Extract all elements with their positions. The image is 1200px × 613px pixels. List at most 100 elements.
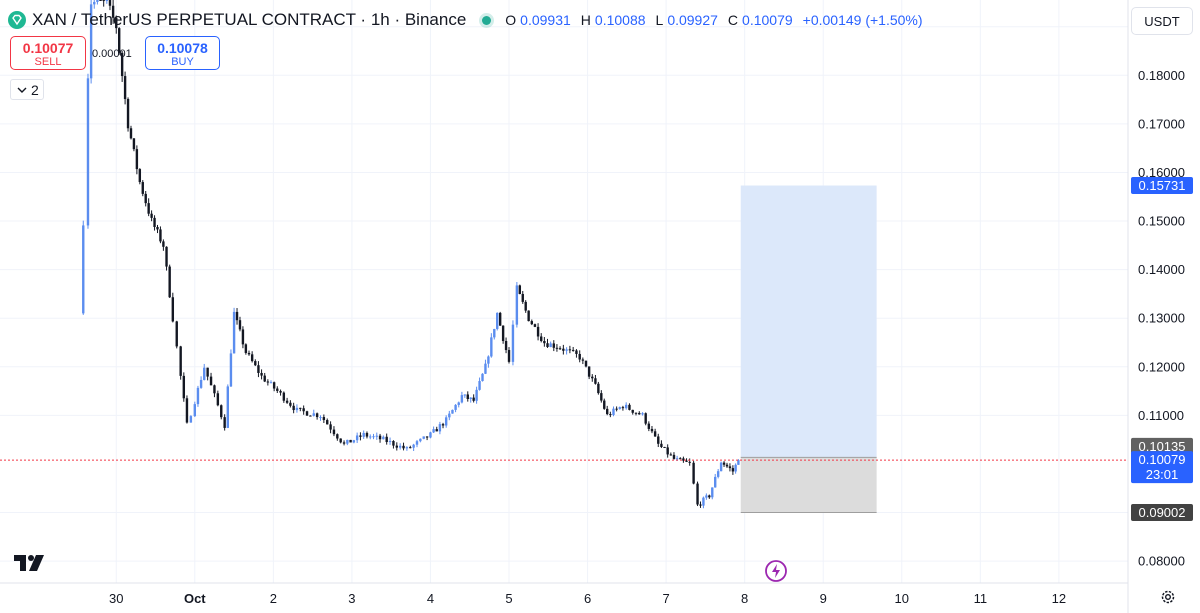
candle-body [226, 386, 229, 428]
candle-body [562, 348, 565, 351]
candle-body [362, 432, 365, 437]
candle-body [196, 387, 200, 405]
candle-body [209, 376, 213, 386]
candle-body [702, 497, 705, 506]
candle-body [682, 458, 685, 461]
candle-body [558, 348, 562, 350]
candle-body [490, 337, 493, 357]
candle-body [581, 359, 585, 361]
candle-body [653, 431, 657, 437]
candle-body [182, 375, 186, 399]
candle-body [638, 412, 641, 415]
candle-body [365, 432, 369, 437]
candle-body [369, 436, 372, 438]
candle-body [129, 128, 133, 139]
sell-button[interactable]: 0.10077 SELL [10, 36, 86, 70]
candle-body [696, 483, 699, 505]
candle-body [266, 381, 270, 383]
candle-body [685, 460, 688, 462]
current-price-label-bg [1131, 451, 1193, 484]
candle-body [96, 0, 99, 2]
settings-gear-icon[interactable] [1160, 589, 1176, 605]
candle-body [165, 246, 168, 267]
candle-body [647, 423, 651, 429]
candle-body [232, 311, 236, 354]
low-label: L [655, 12, 664, 28]
candle-body [147, 203, 150, 214]
long-position-tool[interactable] [740, 185, 877, 513]
candle-body [722, 462, 726, 465]
candle-body [299, 407, 302, 409]
time-tick-label: 11 [974, 591, 988, 606]
price-tick-label: 0.18000 [1138, 68, 1185, 83]
candle-body [530, 321, 533, 325]
time-tick-label: 30 [109, 591, 123, 606]
candle-body [99, 0, 102, 1]
chart-header: XAN / TetherUS PERPETUAL CONTRACT · 1h ·… [8, 8, 923, 32]
high-label: H [580, 12, 591, 28]
price-tick-label: 0.13000 [1138, 311, 1185, 326]
candle-body [102, 0, 105, 2]
time-tick-label: 12 [1052, 591, 1066, 606]
candle-body [657, 436, 660, 444]
candle-body [322, 417, 326, 421]
candle-body [660, 443, 663, 447]
candle-body [591, 376, 594, 379]
candle-body [460, 395, 464, 403]
candle-body [435, 429, 438, 432]
loss-zone[interactable] [740, 457, 877, 513]
high-value: 0.10088 [594, 12, 646, 28]
candle-body [118, 28, 121, 53]
price-axis[interactable]: 0.190000.180000.170000.160000.150000.140… [1138, 19, 1185, 568]
price-tick-label: 0.16000 [1138, 165, 1185, 180]
lightning-icon[interactable] [764, 559, 788, 583]
candle-body [302, 408, 305, 412]
candle-body [549, 343, 552, 348]
buy-button[interactable]: 0.10078 BUY [145, 36, 220, 70]
time-tick-label: 4 [427, 591, 434, 606]
open-value: 0.09931 [520, 12, 571, 28]
market-status-dot [482, 15, 492, 25]
candle-body [419, 438, 422, 442]
time-tick-label: 3 [348, 591, 355, 606]
stop-price-label-text: 0.09002 [1139, 505, 1186, 520]
candle-body [263, 375, 266, 382]
candle-body [644, 413, 647, 424]
time-axis[interactable]: 30 Oct 2 3 4 5 6 7 8 9 10 11 12 [109, 591, 1066, 606]
candle-body [568, 349, 572, 351]
candle-body [375, 435, 378, 437]
tradingview-logo-icon[interactable] [14, 553, 48, 573]
candle-body [315, 413, 319, 418]
indicators-toggle[interactable]: 2 [10, 79, 44, 100]
candle-body [359, 435, 362, 437]
candle-body [725, 464, 729, 467]
candle-body [336, 434, 339, 439]
candle-body [432, 429, 435, 433]
candle-body [378, 435, 382, 440]
time-tick-label: 6 [584, 591, 591, 606]
candle-body [216, 393, 220, 406]
candle-body [254, 361, 257, 366]
candle-body [603, 400, 606, 409]
profit-zone[interactable] [740, 185, 877, 458]
candle-body [521, 293, 524, 302]
candle-body [501, 325, 505, 342]
buy-price: 0.10078 [157, 40, 208, 56]
candle-body [641, 413, 644, 415]
candle-body [238, 320, 242, 330]
symbol-title[interactable]: XAN / TetherUS PERPETUAL CONTRACT · 1h ·… [32, 10, 467, 29]
candle-body [355, 435, 359, 441]
currency-button[interactable]: USDT [1131, 7, 1193, 35]
price-tick-label: 0.08000 [1138, 554, 1185, 569]
candle-body [507, 350, 511, 362]
candle-body [571, 349, 575, 351]
candle-body [395, 445, 398, 448]
candle-body [719, 462, 723, 472]
candle-body [349, 439, 352, 443]
candle-body [175, 321, 178, 347]
target-price-label-bg [1131, 177, 1193, 195]
price-tick-label: 0.14000 [1138, 262, 1185, 277]
sell-label: SELL [34, 56, 62, 68]
